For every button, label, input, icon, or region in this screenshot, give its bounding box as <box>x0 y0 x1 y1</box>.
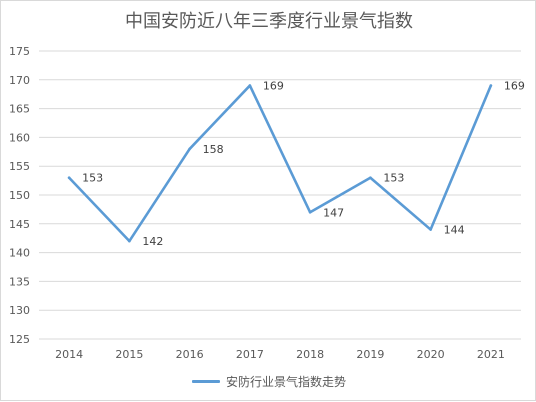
data-point <box>188 147 191 151</box>
y-tick-label: 155 <box>9 160 30 173</box>
y-tick-label: 125 <box>9 333 30 346</box>
y-tick-label: 150 <box>9 189 30 202</box>
y-tick-label: 165 <box>9 103 30 116</box>
data-point <box>369 176 372 180</box>
y-tick-label: 145 <box>9 218 30 231</box>
y-tick-label: 135 <box>9 275 30 288</box>
data-label: 169 <box>263 80 284 93</box>
data-label: 147 <box>323 206 344 219</box>
x-tick-label: 2015 <box>115 348 143 361</box>
data-label: 142 <box>142 235 163 248</box>
chart-title: 中国安防近八年三季度行业景气指数 <box>125 11 413 32</box>
data-point <box>429 228 432 231</box>
x-tick-label: 2019 <box>356 348 384 361</box>
data-point <box>489 84 493 87</box>
x-tick-label: 2014 <box>55 348 83 361</box>
data-label: 169 <box>504 80 525 93</box>
data-label: 153 <box>82 172 103 185</box>
y-tick-label: 160 <box>9 131 30 144</box>
legend-swatch <box>191 380 220 383</box>
data-point <box>67 176 71 180</box>
legend-label: 安防行业景气指数走势 <box>225 375 346 389</box>
x-tick-label: 2016 <box>176 348 204 361</box>
y-tick-label: 170 <box>9 74 30 87</box>
data-point <box>248 84 252 87</box>
data-label: 153 <box>383 172 404 185</box>
series-line <box>67 84 493 243</box>
x-tick-label: 2018 <box>296 348 324 361</box>
data-point <box>128 239 131 243</box>
legend: 安防行业景气指数走势 <box>1 373 536 390</box>
x-tick-label: 2020 <box>417 348 445 361</box>
x-tick-label: 2017 <box>236 348 264 361</box>
y-tick-label: 175 <box>9 45 30 58</box>
x-tick-label: 2021 <box>477 348 505 361</box>
data-point <box>308 210 312 214</box>
data-label: 144 <box>444 224 465 237</box>
data-label: 158 <box>203 143 224 156</box>
y-tick-label: 140 <box>9 247 30 260</box>
y-tick-label: 130 <box>9 304 30 317</box>
